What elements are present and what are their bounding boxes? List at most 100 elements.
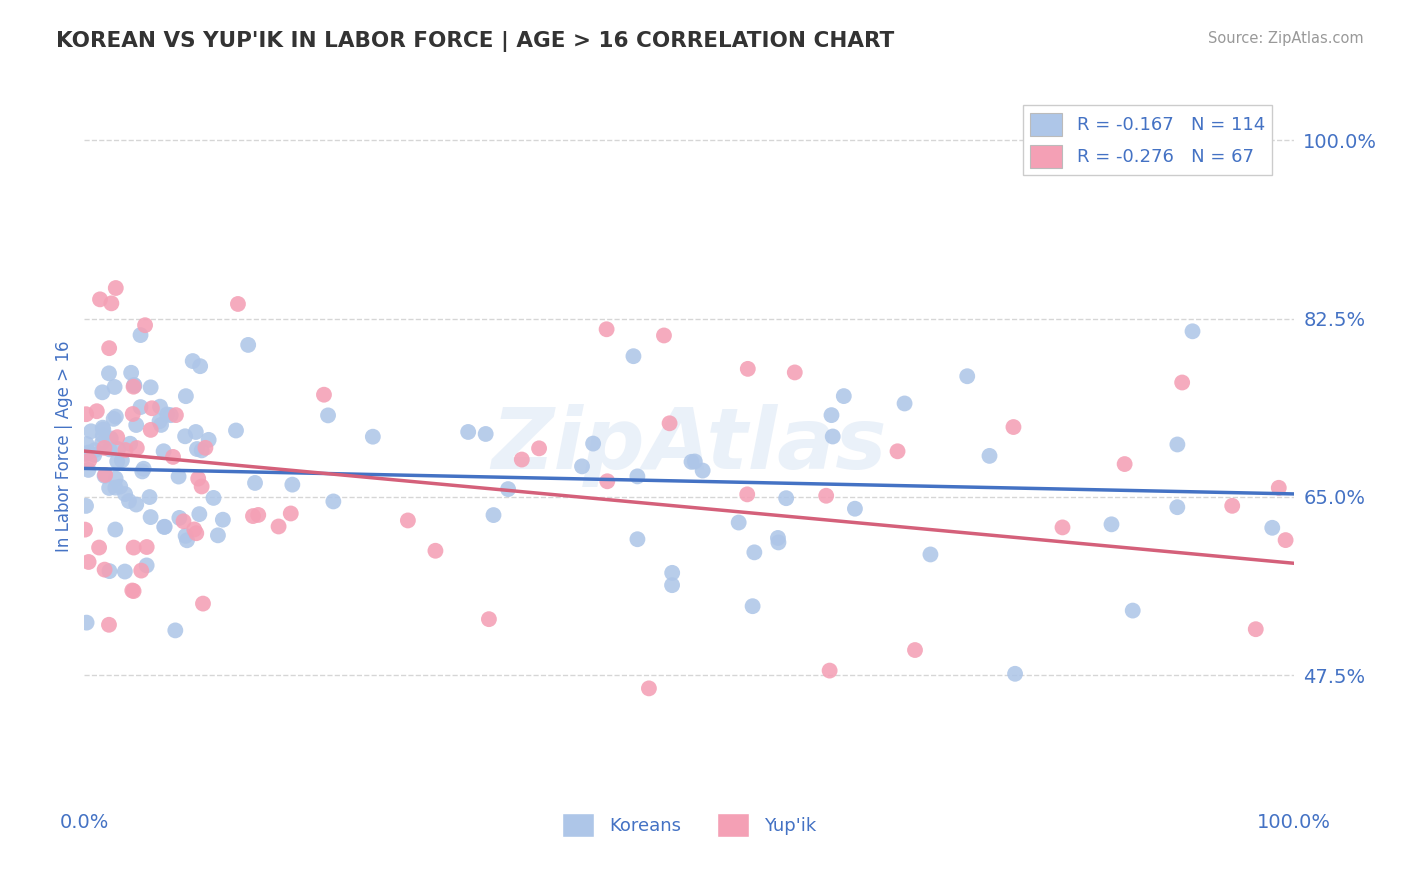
Point (735, 487, 758, 501)
Point (197, 433, 219, 447)
Point (818, 664, 841, 678)
Point (120, 366, 142, 380)
Point (125, 498, 148, 512)
Point (820, 408, 842, 422)
Point (322, 494, 344, 508)
Point (626, 533, 648, 547)
Point (83, 448, 105, 462)
Point (496, 482, 519, 496)
Point (692, 464, 714, 478)
Point (83, 443, 105, 458)
Point (114, 565, 136, 579)
Point (247, 508, 270, 522)
Point (737, 362, 759, 376)
Point (316, 409, 339, 423)
Legend: Koreans, Yup'ik: Koreans, Yup'ik (554, 806, 824, 844)
Point (904, 643, 927, 657)
Point (312, 387, 335, 401)
Point (104, 481, 127, 495)
Point (176, 533, 198, 548)
Point (104, 471, 127, 485)
Point (174, 389, 197, 403)
Point (159, 408, 181, 422)
Point (104, 523, 127, 537)
Point (77, 445, 100, 459)
Point (225, 424, 247, 438)
Text: ZipAtlas: ZipAtlas (491, 404, 887, 488)
Point (571, 459, 593, 474)
Point (98, 341, 121, 355)
Point (122, 541, 145, 555)
Point (153, 520, 176, 534)
Point (122, 380, 145, 394)
Point (139, 423, 162, 437)
Point (98, 564, 121, 578)
Point (482, 508, 505, 522)
Point (173, 514, 195, 528)
Point (75, 447, 97, 461)
Point (821, 429, 844, 443)
Point (979, 449, 1001, 463)
Point (105, 430, 128, 444)
Point (190, 479, 212, 493)
Point (134, 318, 156, 333)
Point (135, 558, 157, 573)
Point (527, 442, 550, 456)
Point (280, 507, 302, 521)
Point (138, 490, 160, 504)
Point (121, 407, 143, 421)
Point (149, 400, 172, 414)
Point (129, 564, 152, 578)
Point (141, 401, 163, 416)
Point (73, 523, 96, 537)
Point (122, 584, 145, 599)
Point (91, 428, 114, 442)
Point (596, 475, 619, 489)
Point (1114, 457, 1136, 471)
Point (80, 425, 103, 439)
Point (139, 380, 162, 394)
Point (186, 526, 208, 541)
Point (89, 293, 111, 307)
Point (661, 578, 683, 592)
Point (104, 409, 127, 424)
Point (744, 545, 766, 559)
Point (582, 436, 605, 450)
Point (893, 396, 915, 410)
Point (104, 281, 127, 295)
Point (425, 543, 447, 558)
Point (361, 430, 384, 444)
Point (775, 491, 797, 506)
Point (844, 501, 866, 516)
Point (86, 404, 108, 418)
Point (681, 455, 703, 469)
Point (188, 507, 211, 521)
Point (114, 487, 136, 501)
Point (91, 435, 114, 450)
Point (129, 400, 152, 414)
Point (165, 408, 187, 422)
Point (741, 599, 763, 614)
Point (98, 367, 121, 381)
Point (623, 349, 645, 363)
Point (1052, 520, 1074, 534)
Point (783, 366, 806, 380)
Point (79, 453, 101, 467)
Point (76, 437, 98, 451)
Point (652, 328, 675, 343)
Point (120, 436, 142, 450)
Point (153, 520, 176, 534)
Point (125, 441, 148, 455)
Point (129, 328, 152, 343)
Point (100, 296, 122, 310)
Point (815, 489, 838, 503)
Point (87, 541, 110, 555)
Point (1166, 500, 1188, 515)
Point (150, 417, 173, 432)
Point (107, 442, 129, 456)
Point (1244, 622, 1267, 636)
Point (98, 442, 121, 457)
Point (1274, 533, 1296, 547)
Point (174, 429, 197, 443)
Point (478, 612, 501, 626)
